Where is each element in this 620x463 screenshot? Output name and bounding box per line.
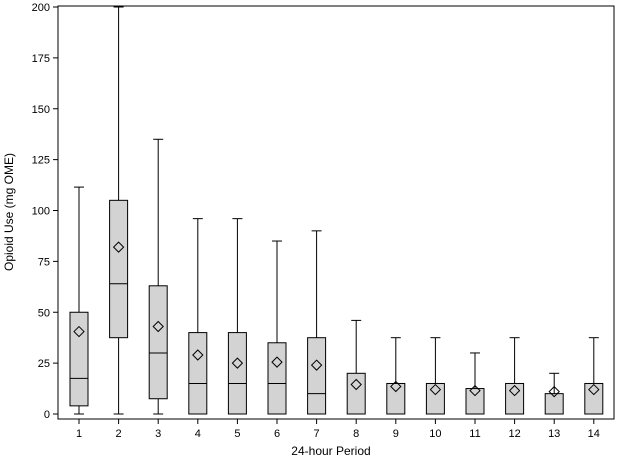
- y-axis: 0 25 50 75 100 125 150 175 200: [32, 2, 58, 421]
- y-axis-label: Opioid Use (mg OME): [2, 153, 16, 271]
- x-tick-label: 8: [353, 428, 359, 440]
- x-tick-label: 2: [116, 428, 122, 440]
- box-iqr: [386, 382, 406, 415]
- mean-marker: [548, 385, 560, 398]
- x-axis: 1 2 3 4 5 6 7 8 9 10 11 12 13 14: [76, 419, 600, 440]
- mean-marker: [350, 378, 362, 391]
- x-tick-label: 9: [393, 428, 399, 440]
- box-iqr: [425, 382, 445, 415]
- mean-marker: [469, 384, 481, 397]
- mean-marker: [73, 325, 85, 338]
- box-iqr: [188, 332, 208, 415]
- box-6: [267, 240, 287, 415]
- y-tick-label: 100: [32, 206, 50, 218]
- mean-marker: [271, 356, 283, 368]
- y-tick-label: 175: [32, 53, 50, 65]
- box-iqr: [227, 332, 247, 415]
- box-iqr: [584, 382, 604, 415]
- box-1: [69, 186, 89, 415]
- box-10: [425, 337, 445, 415]
- mean-marker: [390, 380, 402, 393]
- y-tick-label: 125: [32, 155, 50, 167]
- x-tick-label: 10: [429, 428, 441, 440]
- x-tick-label: 5: [234, 428, 240, 440]
- box-iqr: [465, 388, 485, 415]
- mean-marker: [231, 357, 244, 369]
- box-9: [386, 337, 406, 415]
- box-series: [69, 6, 604, 415]
- box-iqr: [505, 382, 525, 415]
- box-2: [109, 6, 129, 415]
- box-14: [584, 337, 604, 415]
- y-tick-label: 75: [38, 256, 50, 268]
- x-tick-label: 13: [548, 428, 560, 440]
- x-tick-label: 14: [588, 428, 600, 440]
- box-4: [188, 218, 208, 415]
- box-iqr: [109, 199, 129, 339]
- mean-marker: [310, 359, 323, 371]
- plot-frame: [57, 5, 615, 420]
- box-iqr: [307, 337, 327, 415]
- mean-marker: [152, 320, 164, 333]
- y-tick-label: 0: [44, 409, 50, 421]
- box-12: [505, 337, 525, 415]
- mean-marker: [429, 383, 442, 396]
- mean-marker: [588, 383, 600, 396]
- mean-marker: [508, 384, 521, 397]
- mean-marker: [192, 349, 204, 361]
- box-5: [227, 218, 247, 415]
- x-tick-label: 4: [195, 428, 201, 440]
- box-8: [346, 319, 366, 415]
- y-tick-label: 50: [38, 307, 50, 319]
- x-tick-label: 11: [469, 428, 480, 440]
- x-tick-label: 7: [314, 428, 320, 440]
- box-iqr: [69, 311, 89, 407]
- mean-marker: [112, 241, 125, 253]
- box-iqr: [267, 342, 287, 415]
- x-tick-label: 6: [274, 428, 280, 440]
- x-tick-label: 1: [76, 428, 82, 440]
- x-tick-label: 12: [508, 428, 520, 440]
- y-tick-label: 150: [32, 104, 50, 116]
- x-axis-label: 24-hour Period: [291, 444, 370, 458]
- box-11: [465, 352, 485, 415]
- x-tick-label: 3: [155, 428, 161, 440]
- box-iqr: [148, 285, 168, 400]
- box-13: [544, 372, 564, 415]
- y-tick-label: 25: [38, 358, 50, 370]
- box-7: [307, 230, 327, 415]
- box-3: [148, 138, 168, 415]
- y-tick-label: 200: [32, 2, 50, 14]
